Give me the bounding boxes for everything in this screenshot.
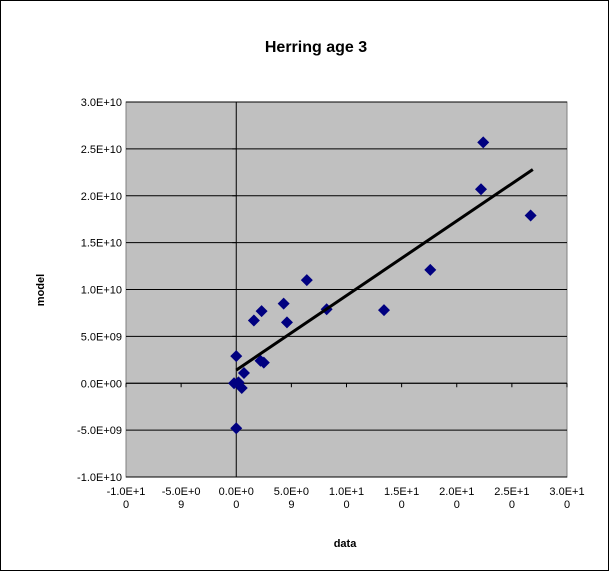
x-tick-label: 2.0E+10 — [439, 486, 475, 511]
data-point — [237, 366, 250, 379]
y-tick-label: -1.0E+10 — [77, 472, 122, 484]
data-point — [377, 304, 390, 317]
x-axis-label: data — [334, 538, 358, 550]
y-tick-label: 2.0E+10 — [81, 191, 122, 203]
y-tick-label: -5.0E+09 — [77, 425, 122, 437]
x-tick-label: 2.5E+10 — [494, 486, 530, 511]
x-tick-label: 0.0E+00 — [218, 486, 254, 511]
trendline — [235, 168, 534, 372]
y-tick-label: 0.0E+00 — [81, 378, 122, 390]
x-tick-label: -1.0E+10 — [106, 486, 146, 511]
data-point — [230, 350, 243, 363]
x-tick-label: 1.0E+10 — [328, 486, 365, 511]
data-point — [230, 422, 243, 435]
x-tick-label: -5.0E+09 — [161, 486, 201, 511]
y-tick-label: 3.0E+10 — [81, 97, 122, 109]
data-point — [477, 136, 490, 149]
data-point — [228, 377, 241, 390]
data-point — [280, 316, 293, 329]
data-point — [257, 356, 270, 369]
y-tick-label: 2.5E+10 — [81, 144, 122, 156]
data-point — [424, 263, 437, 276]
x-tick-label: 1.5E+10 — [384, 486, 420, 511]
x-tick-label: 3.0E+10 — [549, 486, 585, 511]
data-point — [277, 297, 290, 310]
data-point — [235, 381, 248, 394]
data-point — [247, 314, 260, 327]
y-tick-label: 5.0E+09 — [81, 331, 122, 343]
chart-title: Herring age 3 — [265, 39, 367, 56]
data-point — [300, 274, 313, 287]
data-point — [524, 209, 537, 222]
data-point — [255, 305, 268, 318]
x-tick-label: 5.0E+09 — [273, 486, 309, 511]
data-point — [475, 183, 488, 196]
y-axis-label: model — [35, 274, 47, 306]
y-tick-label: 1.0E+10 — [81, 285, 122, 297]
y-tick-label: 1.5E+10 — [81, 238, 122, 250]
